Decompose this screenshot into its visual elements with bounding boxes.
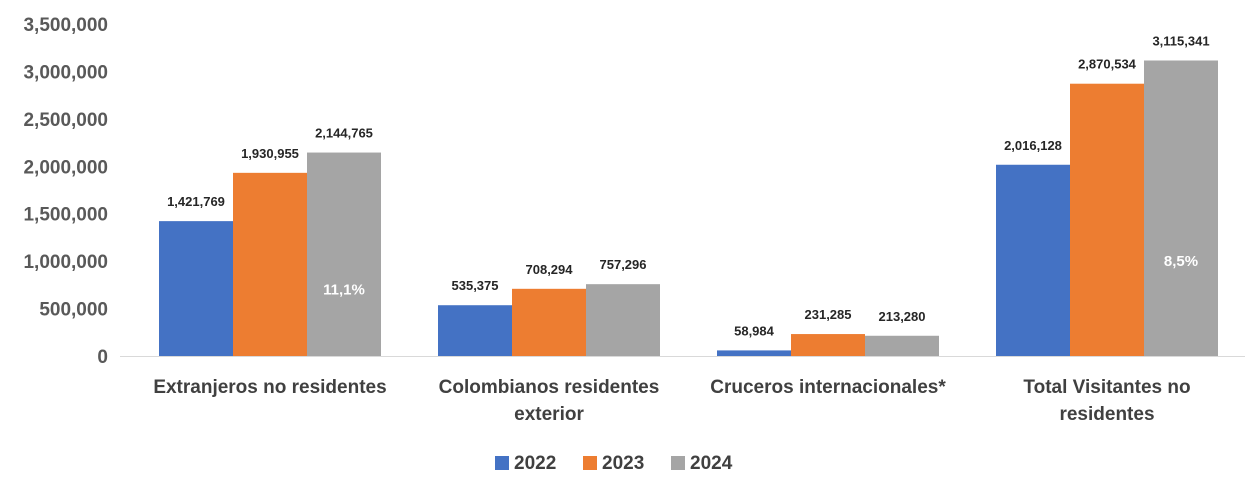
bar <box>791 334 865 356</box>
data-label: 58,984 <box>734 323 775 338</box>
x-category-label: Total Visitantes no residentes <box>1023 377 1190 425</box>
bar <box>307 152 381 356</box>
data-label: 2,016,128 <box>1004 138 1062 153</box>
y-tick-label: 0 <box>97 347 108 368</box>
y-tick-label: 3,500,000 <box>23 15 108 36</box>
x-category-label: Cruceros internacionales* <box>710 377 946 398</box>
annotations: 11,1% 8,5% <box>323 253 1198 298</box>
y-tick-label: 2,500,000 <box>23 110 108 131</box>
bars <box>159 60 1218 357</box>
bar <box>717 350 791 356</box>
y-tick-label: 1,000,000 <box>23 252 108 273</box>
data-label: 2,870,534 <box>1078 57 1137 72</box>
legend-label: 2022 <box>514 453 556 474</box>
data-label: 213,280 <box>879 309 926 324</box>
bar <box>233 172 307 356</box>
y-tick-label: 1,500,000 <box>23 205 108 226</box>
bar <box>865 335 939 356</box>
y-tick-label: 2,000,000 <box>23 157 108 178</box>
bar <box>586 284 660 356</box>
x-axis-category-labels: Extranjeros no residentes Colombianos res… <box>153 377 1190 425</box>
legend: 2022 2023 2024 <box>495 453 733 474</box>
data-label: 535,375 <box>452 278 499 293</box>
y-tick-label: 500,000 <box>39 300 108 321</box>
data-label: 3,115,341 <box>1152 33 1209 48</box>
bar <box>996 164 1070 356</box>
legend-swatch <box>583 456 597 470</box>
y-axis-tick-labels: 0 500,000 1,000,000 1,500,000 2,000,000 2,500… <box>23 15 108 368</box>
data-label: 1,930,955 <box>241 146 299 161</box>
data-label: 231,285 <box>805 307 852 322</box>
bar <box>438 305 512 356</box>
data-label: 1,421,769 <box>167 194 225 209</box>
x-category-label: Extranjeros no residentes <box>153 377 386 398</box>
x-category-label: Colombianos residentes exterior <box>439 377 660 425</box>
legend-swatch <box>671 456 685 470</box>
data-label: 708,294 <box>526 262 574 277</box>
legend-label: 2024 <box>690 453 733 474</box>
legend-label: 2023 <box>602 453 644 474</box>
bar <box>512 288 586 356</box>
data-label: 2,144,765 <box>315 126 373 141</box>
percent-annotation: 11,1% <box>323 282 365 299</box>
y-tick-label: 3,000,000 <box>23 62 108 83</box>
data-label: 757,296 <box>600 257 647 272</box>
percent-annotation: 8,5% <box>1164 253 1198 270</box>
bar <box>1144 60 1218 357</box>
bar <box>1070 83 1144 356</box>
bar <box>159 221 233 356</box>
legend-swatch <box>495 456 509 470</box>
data-labels: 1,421,769 535,375 58,984 2,016,128 1,930,955… <box>167 33 1209 338</box>
